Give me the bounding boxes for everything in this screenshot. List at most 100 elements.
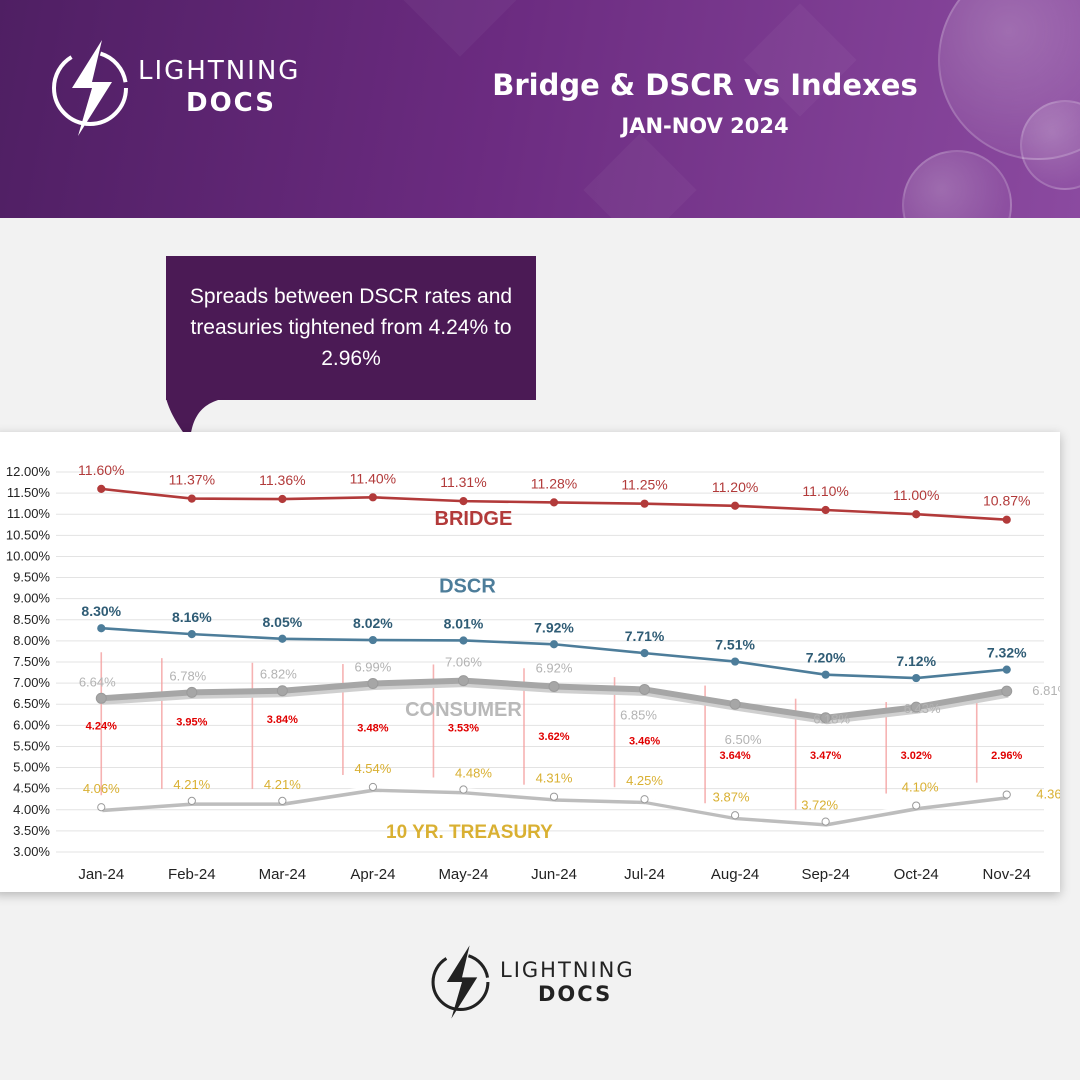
- callout-box: Spreads between DSCR rates and treasurie…: [166, 256, 536, 400]
- consumer-series-point: [639, 683, 651, 695]
- bridge-data-label: 11.20%: [712, 479, 758, 495]
- consumer-series-point: [820, 712, 832, 724]
- treasury-data-label: 3.72%: [801, 798, 838, 813]
- brand-logo: LIGHTNING DOCS: [50, 38, 350, 138]
- x-tick-label: Sep-24: [801, 866, 849, 883]
- treasury-series-point: [821, 817, 830, 826]
- brand-name-line2: DOCS: [186, 88, 276, 118]
- bridge-series-point: [97, 484, 106, 493]
- spread-label: 3.53%: [448, 723, 479, 735]
- bridge-series-point: [459, 497, 468, 506]
- banner-bubble: [902, 150, 1012, 218]
- x-tick-label: Feb-24: [168, 866, 216, 883]
- bridge-data-label: 10.87%: [983, 493, 1030, 509]
- page-subtitle: JAN-NOV 2024: [621, 114, 789, 138]
- y-tick-label: 8.00%: [13, 633, 50, 648]
- consumer-data-label: 6.50%: [725, 732, 762, 747]
- y-tick-label: 7.00%: [13, 675, 50, 690]
- dscr-data-label: 7.12%: [896, 653, 936, 669]
- spread-label: 3.95%: [176, 716, 207, 728]
- y-tick-label: 9.50%: [13, 570, 50, 585]
- bridge-data-label: 11.28%: [531, 475, 577, 491]
- page-title: Bridge & DSCR vs Indexes: [492, 68, 918, 102]
- bridge-data-label: 11.37%: [169, 472, 215, 488]
- dscr-series-point: [368, 635, 378, 645]
- bridge-series-point: [640, 499, 649, 508]
- y-tick-label: 5.00%: [13, 760, 50, 775]
- callout-text: Spreads between DSCR rates and treasurie…: [189, 285, 513, 370]
- y-tick-label: 7.50%: [13, 654, 50, 669]
- dscr-series-point: [97, 624, 106, 633]
- dscr-data-label: 8.30%: [81, 603, 121, 619]
- y-tick-label: 8.50%: [13, 612, 50, 627]
- treasury-data-label: 3.87%: [713, 789, 750, 804]
- consumer-series-point: [276, 685, 288, 697]
- treasury-series-point: [730, 811, 740, 820]
- spread-label: 3.02%: [901, 750, 932, 762]
- y-tick-label: 12.00%: [6, 464, 51, 479]
- treasury-data-label: 4.10%: [902, 780, 939, 795]
- treasury-data-label: 4.06%: [83, 781, 120, 796]
- consumer-data-label: 6.99%: [354, 660, 391, 675]
- dscr-data-label: 7.71%: [625, 628, 665, 644]
- x-tick-label: Jul-24: [624, 866, 665, 883]
- bridge-series-label: BRIDGE: [435, 508, 513, 530]
- x-tick-label: Apr-24: [350, 866, 395, 883]
- treasury-series-point: [549, 792, 559, 801]
- treasury-series-point: [640, 795, 649, 804]
- spread-label: 3.47%: [810, 750, 841, 762]
- bridge-data-label: 11.36%: [259, 472, 305, 488]
- bridge-data-label: 11.31%: [440, 474, 486, 490]
- consumer-data-label: 7.06%: [445, 655, 482, 670]
- spread-label: 3.64%: [719, 750, 750, 762]
- dscr-data-label: 7.51%: [715, 637, 755, 653]
- bridge-series-point: [821, 505, 830, 515]
- footer-brand-line2: DOCS: [538, 982, 613, 1006]
- callout-tail: [166, 398, 226, 442]
- bridge-series-point: [549, 498, 559, 507]
- dscr-series-point: [549, 640, 559, 649]
- x-tick-label: Jan-24: [78, 866, 124, 883]
- y-tick-label: 9.00%: [13, 591, 50, 606]
- dscr-data-label: 8.01%: [444, 615, 484, 631]
- spread-label: 3.62%: [538, 731, 569, 743]
- bridge-series-point: [912, 510, 921, 519]
- banner-pattern: [403, 0, 517, 57]
- line-chart: 11.60% 11.37% 11.36% 11.40% 11.31% 11.28% 11.2…: [6, 462, 1074, 883]
- treasury-series-point: [368, 782, 378, 792]
- consumer-series-point: [729, 698, 741, 710]
- bridge-series-point: [368, 493, 378, 502]
- consumer-series-label: CONSUMER: [405, 699, 522, 721]
- bridge-data-label: 11.25%: [621, 477, 667, 493]
- consumer-data-label: 6.85%: [620, 707, 657, 722]
- dscr-series-point: [640, 649, 649, 658]
- x-tick-label: Oct-24: [894, 866, 939, 883]
- y-tick-label: 6.00%: [13, 717, 50, 732]
- spread-label: 3.84%: [267, 714, 298, 726]
- consumer-series-point: [1001, 685, 1013, 697]
- bridge-data-label: 11.40%: [350, 470, 396, 486]
- consumer-data-label: 6.64%: [79, 674, 116, 689]
- footer-brand-line1: LIGHTNING: [500, 958, 635, 982]
- dscr-series-point: [278, 634, 287, 643]
- dscr-series-label: DSCR: [439, 575, 496, 597]
- dscr-data-label: 8.05%: [263, 614, 303, 630]
- spread-label: 3.48%: [357, 723, 388, 735]
- dscr-series-point: [459, 636, 468, 645]
- consumer-series-point: [910, 701, 922, 713]
- dscr-data-label: 7.32%: [987, 645, 1027, 661]
- x-tick-label: May-24: [438, 866, 488, 883]
- y-tick-label: 3.50%: [13, 823, 50, 838]
- dscr-series-point: [1002, 665, 1011, 674]
- y-tick-label: 6.50%: [13, 696, 50, 711]
- dscr-series-point: [821, 670, 830, 679]
- bridge-data-label: 11.10%: [802, 483, 848, 499]
- consumer-data-label: 6.82%: [260, 667, 297, 682]
- treasury-data-label: 4.48%: [455, 766, 492, 781]
- y-tick-label: 5.50%: [13, 738, 50, 753]
- footer-logo: LIGHTNING DOCS: [430, 942, 670, 1022]
- consumer-series-point: [95, 692, 107, 704]
- chart-card: 11.60% 11.37% 11.36% 11.40% 11.31% 11.28% 11.2…: [0, 432, 1074, 892]
- bridge-series-point: [187, 494, 196, 503]
- bridge-data-label: 11.60%: [78, 462, 124, 478]
